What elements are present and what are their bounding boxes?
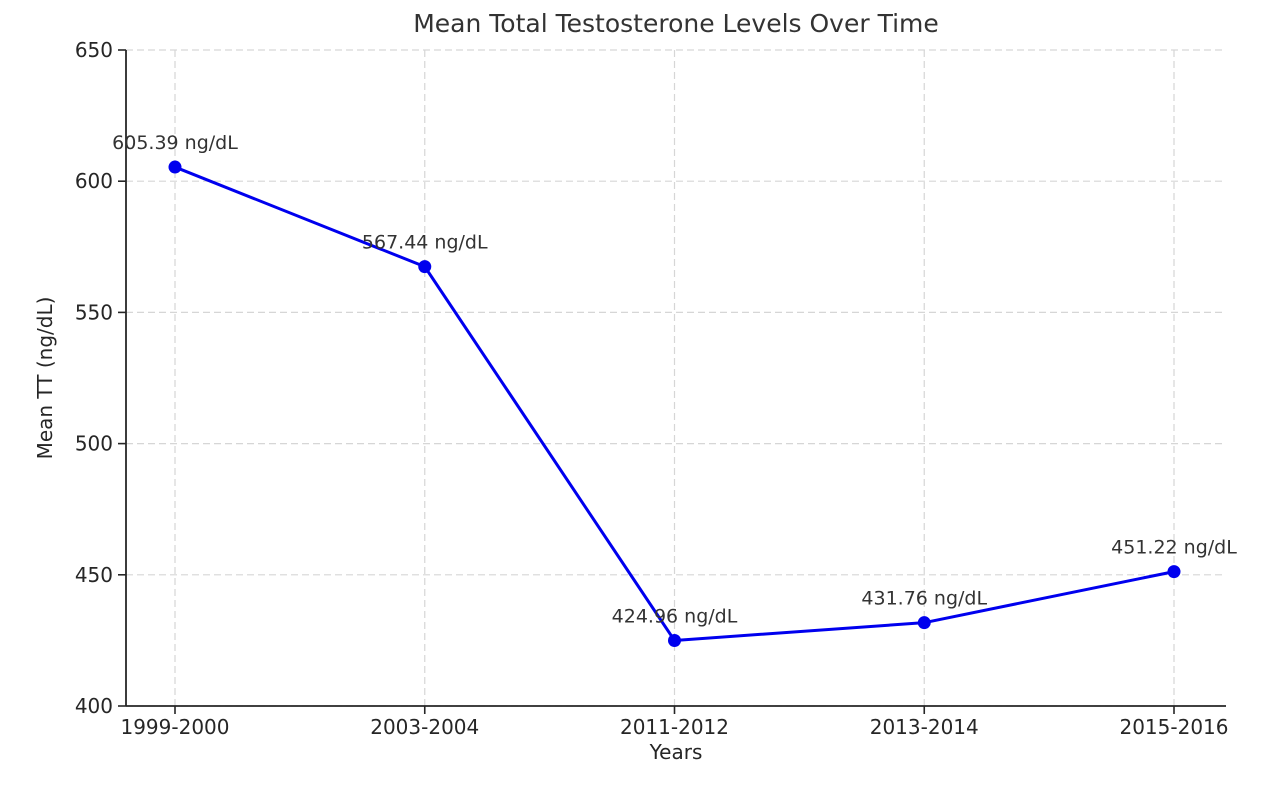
data-point-marker <box>168 160 182 174</box>
y-tick-label: 450 <box>75 563 113 587</box>
x-axis-label: Years <box>649 740 703 764</box>
data-point-marker <box>418 260 432 274</box>
y-tick-label: 400 <box>75 694 113 718</box>
y-tick-label: 550 <box>75 300 113 324</box>
point-annotation: 451.22 ng/dL <box>1111 537 1237 559</box>
point-annotation: 431.76 ng/dL <box>861 588 987 610</box>
point-annotation: 567.44 ng/dL <box>362 232 488 254</box>
chart-title: Mean Total Testosterone Levels Over Time <box>413 9 939 38</box>
y-tick-label: 500 <box>75 432 113 456</box>
point-annotation: 424.96 ng/dL <box>612 606 738 628</box>
x-tick-label: 2013-2014 <box>870 715 979 739</box>
y-tick-label: 600 <box>75 169 113 193</box>
data-point-marker <box>917 616 931 630</box>
x-tick-label: 2003-2004 <box>370 715 479 739</box>
x-tick-label: 2015-2016 <box>1119 715 1228 739</box>
y-tick-label: 650 <box>75 38 113 62</box>
data-point-marker <box>1167 565 1181 579</box>
x-tick-label: 1999-2000 <box>120 715 229 739</box>
point-annotation: 605.39 ng/dL <box>112 132 238 154</box>
x-tick-label: 2011-2012 <box>620 715 729 739</box>
data-point-marker <box>668 634 681 648</box>
